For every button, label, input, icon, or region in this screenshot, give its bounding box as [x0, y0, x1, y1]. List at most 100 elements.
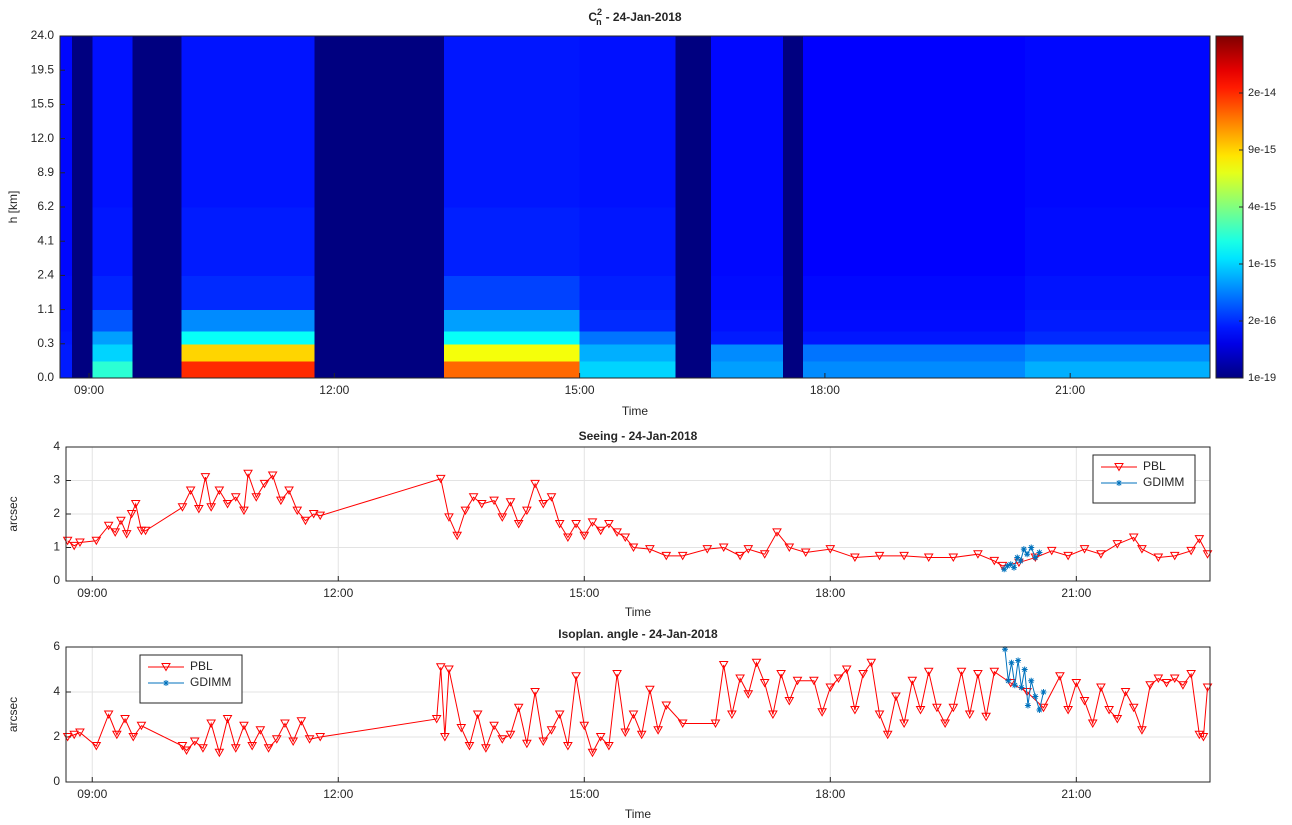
y-tick-label: 2: [53, 729, 60, 743]
heatmap-cell: [802, 330, 1026, 345]
marker: [489, 496, 499, 506]
x-axis-label: Time: [625, 605, 652, 619]
chart-title: C2 n - 24-Jan-2018: [588, 7, 682, 27]
heatmap-cell: [711, 330, 784, 345]
colorbar-tick-label: 9e-15: [1248, 144, 1276, 156]
x-tick-label: 12:00: [323, 586, 353, 600]
heatmap-cell: [1025, 275, 1211, 311]
marker: [284, 486, 294, 496]
marker: [702, 545, 713, 554]
colorbar-tick-label: 4e-15: [1248, 201, 1276, 213]
marker: [989, 556, 1000, 566]
marker: [69, 541, 80, 551]
marker: [468, 493, 479, 502]
y-tick-label: 6.2: [37, 199, 54, 213]
marker: [247, 742, 258, 751]
marker: [75, 728, 85, 738]
marker: [1104, 706, 1114, 715]
marker: [435, 663, 446, 672]
heatmap-cell: [92, 330, 133, 345]
marker: [554, 710, 565, 720]
marker: [792, 676, 803, 686]
marker: [497, 513, 508, 522]
marker: [198, 744, 208, 753]
heatmap-cell: [783, 207, 804, 276]
marker: [948, 703, 959, 713]
heatmap-cell: [675, 360, 712, 379]
title-symbol: C: [588, 10, 597, 24]
heatmap-cell: [71, 36, 93, 208]
marker: [128, 733, 139, 742]
x-tick-label: 12:00: [323, 787, 353, 801]
title-superscript: 2: [597, 7, 602, 17]
x-tick-label: 18:00: [815, 787, 845, 801]
marker: [776, 670, 786, 679]
marker: [1028, 677, 1035, 684]
x-tick-label: 09:00: [77, 787, 107, 801]
chart-title: Isoplan. angle - 24-Jan-2018: [558, 627, 718, 641]
marker: [923, 667, 934, 677]
marker: [563, 742, 573, 751]
marker: [718, 661, 729, 670]
heatmap-cell: [783, 309, 804, 332]
heatmap-cell: [60, 330, 73, 345]
marker: [907, 676, 918, 686]
marker: [989, 667, 1000, 677]
heatmap-cell: [579, 275, 676, 311]
marker: [444, 513, 454, 522]
x-tick-label: 21:00: [1061, 586, 1091, 600]
marker: [1137, 726, 1147, 735]
marker: [1178, 681, 1188, 690]
marker: [768, 710, 778, 720]
heatmap-cell: [60, 36, 73, 208]
marker: [222, 499, 233, 509]
marker: [110, 528, 121, 537]
heatmap-cell: [132, 207, 182, 276]
y-tick-label: 2: [53, 506, 60, 520]
marker: [727, 710, 737, 720]
heatmap-cell: [711, 360, 784, 379]
marker: [587, 748, 598, 758]
heatmap-cell: [132, 330, 182, 345]
heatmap-cell: [1025, 309, 1211, 332]
legend-label: GDIMM: [1143, 475, 1184, 489]
marker: [1169, 674, 1180, 684]
heatmap-cell: [71, 330, 93, 345]
heatmap-cell: [802, 309, 1026, 332]
heatmap-cell: [443, 309, 581, 332]
marker: [1011, 564, 1017, 571]
marker: [1087, 719, 1098, 729]
heatmap-cell: [71, 309, 93, 332]
marker: [538, 737, 549, 747]
y-tick-label: 8.9: [37, 165, 54, 179]
marker: [1024, 702, 1031, 709]
marker: [948, 553, 959, 563]
marker: [251, 493, 262, 502]
marker: [1112, 715, 1123, 724]
marker: [661, 551, 672, 561]
y-tick-label: 3: [53, 473, 60, 487]
marker: [1063, 706, 1073, 715]
heatmap-cell: [60, 309, 73, 332]
x-tick-label: 21:00: [1061, 787, 1091, 801]
legend-label: PBL: [190, 659, 213, 673]
marker: [1161, 679, 1172, 688]
marker: [891, 692, 901, 702]
marker: [103, 710, 114, 720]
heatmap-cell: [60, 207, 73, 276]
marker: [103, 521, 114, 531]
marker: [530, 688, 540, 697]
marker: [973, 550, 983, 559]
marker: [456, 724, 467, 733]
marker: [1071, 679, 1082, 688]
series-line: [67, 473, 1208, 567]
marker: [1001, 646, 1008, 653]
marker: [481, 744, 491, 753]
heatmap-cell: [1025, 330, 1211, 345]
marker: [472, 710, 483, 720]
heatmap-cell: [675, 343, 712, 362]
legend-marker: [1114, 463, 1124, 472]
heatmap-cell: [579, 309, 676, 332]
plot-frame: [65, 646, 1211, 783]
heatmap-cell: [92, 207, 133, 276]
